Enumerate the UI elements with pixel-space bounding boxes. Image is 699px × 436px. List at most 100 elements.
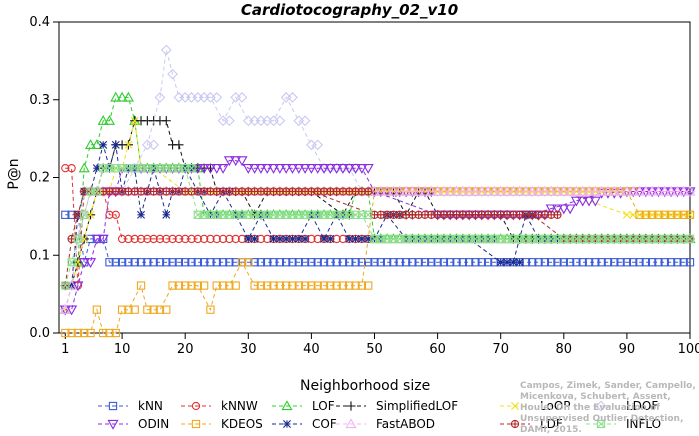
- point-knn: [565, 258, 575, 267]
- point-kdeos: [193, 281, 202, 290]
- point-odin: [318, 164, 330, 174]
- point-fastabod: [520, 185, 532, 196]
- point-ldof: [167, 68, 178, 80]
- point-knn: [572, 258, 581, 267]
- point-kdeos: [319, 281, 329, 290]
- point-odin: [198, 164, 210, 174]
- point-ldof: [312, 139, 324, 151]
- point-kdeos: [345, 281, 354, 290]
- point-cof: [282, 234, 291, 243]
- legend-marker-loop: [511, 402, 519, 410]
- x-tick-label: 100: [678, 342, 699, 357]
- point-ldof: [274, 115, 286, 127]
- plot-frame: [58, 21, 691, 334]
- point-fastabod: [406, 185, 418, 196]
- point-ldof: [299, 115, 311, 127]
- point-knnw: [61, 164, 70, 173]
- point-fastabod: [570, 185, 582, 196]
- chart-title: Cardiotocography_02_v10: [240, 1, 459, 19]
- point-fastabod: [615, 185, 627, 196]
- point-knnw: [105, 210, 114, 219]
- point-fastabod: [684, 185, 696, 196]
- point-kdeos: [206, 305, 215, 314]
- point-fastabod: [432, 185, 444, 196]
- point-simplifiedlof: [174, 140, 184, 150]
- point-fastabod: [438, 185, 450, 196]
- point-fastabod: [665, 185, 677, 196]
- point-odin: [217, 164, 229, 174]
- point-knn: [181, 258, 190, 267]
- point-kdeos: [294, 281, 303, 290]
- point-knn: [483, 258, 493, 267]
- legend-label-knn: kNN: [138, 399, 163, 413]
- point-knnw: [162, 234, 171, 244]
- point-knn: [111, 258, 120, 267]
- point-knn: [446, 258, 455, 267]
- point-knn: [130, 258, 139, 267]
- legend-marker-cof: [283, 420, 291, 428]
- point-knn: [231, 258, 240, 267]
- point-kdeos: [105, 328, 114, 338]
- point-kdeos: [67, 328, 76, 338]
- point-knnw: [218, 234, 228, 244]
- point-knn: [427, 258, 436, 267]
- point-knn: [326, 258, 335, 267]
- point-knnw: [193, 234, 202, 244]
- point-kdeos: [300, 281, 310, 290]
- point-inflo: [67, 258, 76, 267]
- point-kdeos: [73, 328, 83, 338]
- point-knn: [370, 258, 379, 267]
- point-knn: [199, 258, 209, 267]
- point-fastabod: [640, 185, 652, 196]
- point-cof: [326, 234, 335, 243]
- point-fastabod: [400, 185, 412, 196]
- point-knn: [401, 258, 411, 267]
- point-knn: [193, 258, 202, 267]
- point-odin: [551, 204, 564, 215]
- point-knn: [660, 258, 669, 267]
- legend-label-inflo: INFLO: [626, 417, 661, 431]
- point-kdeos: [237, 258, 247, 267]
- point-knn: [547, 258, 556, 267]
- point-fastabod: [419, 185, 431, 196]
- point-knn: [420, 258, 430, 267]
- point-knnw: [124, 234, 133, 244]
- point-knnw: [117, 234, 127, 244]
- point-kdeos: [269, 281, 278, 290]
- point-odin: [337, 164, 349, 174]
- legend-label-ldof: LDOF: [626, 399, 658, 413]
- point-odin: [343, 164, 355, 174]
- point-odin: [293, 164, 305, 174]
- y-tick-label: 0.1: [29, 248, 50, 263]
- point-fastabod: [514, 185, 526, 196]
- series-line-fastabod: [64, 191, 690, 310]
- legend-marker-knnw: [191, 401, 201, 411]
- point-knn: [364, 258, 373, 267]
- point-odin: [570, 196, 582, 207]
- watermark-text: Campos, Zimek, Sander, Campello, Micenko…: [520, 381, 696, 435]
- x-tick-label: 80: [556, 342, 573, 357]
- point-fastabod: [652, 185, 664, 196]
- point-ldof: [306, 139, 317, 151]
- point-fastabod: [659, 185, 671, 196]
- point-knn: [117, 258, 127, 267]
- point-knnw: [67, 164, 76, 173]
- point-kdeos: [275, 281, 284, 290]
- point-odin: [331, 164, 343, 174]
- point-knnw: [149, 234, 158, 244]
- point-odin: [274, 164, 286, 174]
- legend-label-lof: LOF: [312, 399, 335, 413]
- point-knn: [307, 258, 316, 267]
- point-cof: [92, 164, 101, 173]
- point-cof: [320, 234, 329, 243]
- point-kdeos: [685, 210, 695, 219]
- point-fastabod: [507, 185, 519, 196]
- point-kdeos: [635, 210, 644, 219]
- point-fastabod: [533, 185, 545, 196]
- point-knn: [168, 258, 177, 267]
- point-odin: [78, 258, 90, 268]
- point-kdeos: [244, 258, 253, 267]
- point-knn: [105, 258, 114, 267]
- point-kdeos: [654, 210, 663, 219]
- point-knn: [174, 258, 184, 267]
